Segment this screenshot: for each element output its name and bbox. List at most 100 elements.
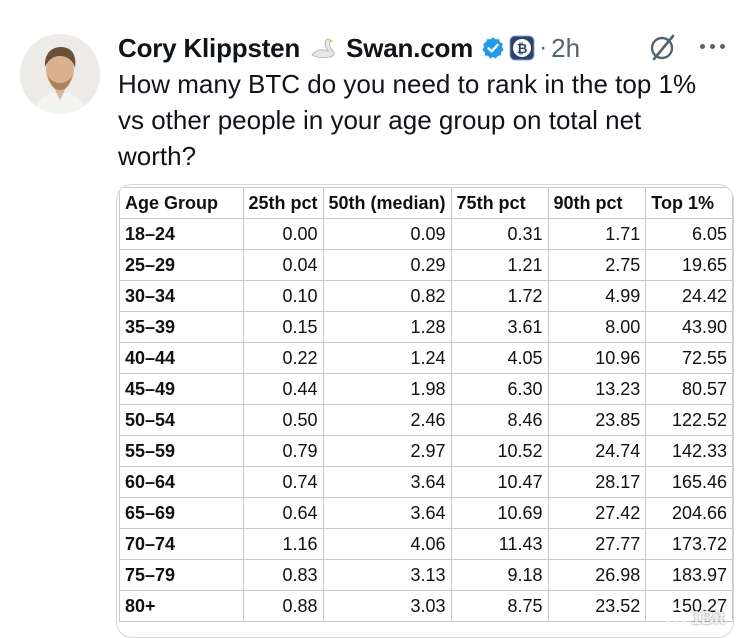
value-cell: 1.24 xyxy=(322,342,452,374)
value-cell: 11.43 xyxy=(450,528,549,560)
column-header: 25th pct xyxy=(242,187,324,219)
value-cell: 0.83 xyxy=(242,559,324,591)
value-cell: 0.50 xyxy=(242,404,324,436)
value-cell: 0.64 xyxy=(242,497,324,529)
column-header: 75th pct xyxy=(450,187,549,219)
value-cell: 3.61 xyxy=(450,311,549,343)
value-cell: 10.96 xyxy=(547,342,647,374)
age-group-cell: 45–49 xyxy=(119,373,244,405)
value-cell: 72.55 xyxy=(645,342,733,374)
value-cell: 4.05 xyxy=(450,342,549,374)
value-cell: 0.29 xyxy=(322,249,452,281)
table-row: 35–39 0.15 1.28 3.61 8.00 43.90 xyxy=(119,311,733,343)
avatar[interactable] xyxy=(20,34,100,114)
value-cell: 0.79 xyxy=(242,435,324,467)
value-cell: 183.97 xyxy=(645,559,733,591)
value-cell: 26.98 xyxy=(547,559,647,591)
watermark-logo-icon xyxy=(665,608,686,628)
value-cell: 6.05 xyxy=(645,218,733,250)
value-cell: 0.04 xyxy=(242,249,324,281)
value-cell: 9.18 xyxy=(450,559,549,591)
value-cell: 0.10 xyxy=(242,280,324,312)
value-cell: 204.66 xyxy=(645,497,733,529)
verified-badge-icon xyxy=(481,36,505,60)
table-row: 30–34 0.10 0.82 1.72 4.99 24.42 xyxy=(119,280,733,312)
value-cell: 27.42 xyxy=(547,497,647,529)
watermark: 1Bit xyxy=(665,607,725,629)
value-cell: 0.44 xyxy=(242,373,324,405)
tweet-media-image[interactable]: Age Group 25th pct 50th (median) 75th pct 90… xyxy=(116,184,734,638)
age-group-cell: 65–69 xyxy=(119,497,244,529)
value-cell: 0.15 xyxy=(242,311,324,343)
value-cell: 24.42 xyxy=(645,280,733,312)
age-group-cell: 18–24 xyxy=(119,218,244,250)
age-group-cell: 30–34 xyxy=(119,280,244,312)
value-cell: 0.00 xyxy=(242,218,324,250)
value-cell: 2.97 xyxy=(322,435,452,467)
age-group-cell: 55–59 xyxy=(119,435,244,467)
value-cell: 23.85 xyxy=(547,404,647,436)
value-cell: 1.21 xyxy=(450,249,549,281)
table-row: 65–69 0.64 3.64 10.69 27.42 204.66 xyxy=(119,497,733,529)
age-group-cell: 70–74 xyxy=(119,528,244,560)
value-cell: 0.74 xyxy=(242,466,324,498)
value-cell: 122.52 xyxy=(645,404,733,436)
avatar-photo xyxy=(20,34,100,114)
column-header: 50th (median) xyxy=(322,187,452,219)
value-cell: 24.74 xyxy=(547,435,647,467)
age-group-cell: 80+ xyxy=(119,590,244,622)
age-group-cell: 40–44 xyxy=(119,342,244,374)
value-cell: 0.09 xyxy=(322,218,452,250)
author-name[interactable]: Cory Klippsten xyxy=(118,32,301,63)
value-cell: 27.77 xyxy=(547,528,647,560)
age-group-cell: 25–29 xyxy=(119,249,244,281)
table-row: 75–79 0.83 3.13 9.18 26.98 183.97 xyxy=(119,559,733,591)
value-cell: 3.13 xyxy=(322,559,452,591)
value-cell: 1.72 xyxy=(450,280,549,312)
author-affiliation[interactable]: Swan.com xyxy=(346,32,474,63)
value-cell: 3.64 xyxy=(322,466,452,498)
table-row: 60–64 0.74 3.64 10.47 28.17 165.46 xyxy=(119,466,733,498)
column-header: Top 1% xyxy=(645,187,733,219)
value-cell: 10.69 xyxy=(450,497,549,529)
value-cell: 8.00 xyxy=(547,311,647,343)
column-header: Age Group xyxy=(119,187,244,219)
more-options-icon[interactable] xyxy=(700,44,725,49)
tweet-text: How many BTC do you need to rank in the … xyxy=(118,69,697,171)
value-cell: 43.90 xyxy=(645,311,733,343)
value-cell: 10.47 xyxy=(450,466,549,498)
swan-icon xyxy=(308,37,338,59)
value-cell: 3.64 xyxy=(322,497,452,529)
age-group-cell: 60–64 xyxy=(119,466,244,498)
value-cell: 19.65 xyxy=(645,249,733,281)
separator-dot: · xyxy=(539,34,548,61)
table-row: 45–49 0.44 1.98 6.30 13.23 80.57 xyxy=(119,373,733,405)
table-row: 25–29 0.04 0.29 1.21 2.75 19.65 xyxy=(119,249,733,281)
table-row: 70–74 1.16 4.06 11.43 27.77 173.72 xyxy=(119,528,733,560)
value-cell: 142.33 xyxy=(645,435,733,467)
value-cell: 2.75 xyxy=(547,249,647,281)
grok-icon[interactable] xyxy=(648,32,678,67)
value-cell: 8.75 xyxy=(450,590,549,622)
value-cell: 0.31 xyxy=(450,218,549,250)
column-header: 90th pct xyxy=(547,187,647,219)
value-cell: 13.23 xyxy=(547,373,647,405)
table-row: 18–24 0.00 0.09 0.31 1.71 6.05 xyxy=(119,218,733,250)
value-cell: 10.52 xyxy=(450,435,549,467)
value-cell: 1.98 xyxy=(322,373,452,405)
btc-net-worth-table: Age Group 25th pct 50th (median) 75th pct 90… xyxy=(119,187,733,622)
value-cell: 173.72 xyxy=(645,528,733,560)
value-cell: 150.27 xyxy=(645,590,733,622)
value-cell: 3.03 xyxy=(322,590,452,622)
table-body: 18–24 0.00 0.09 0.31 1.71 6.05 25–29 0.04 0.29 1.… xyxy=(119,218,733,622)
value-cell: 2.46 xyxy=(322,404,452,436)
age-group-cell: 50–54 xyxy=(119,404,244,436)
bitcoin-badge-icon[interactable]: ₿ xyxy=(509,35,535,61)
value-cell: 8.46 xyxy=(450,404,549,436)
table-row: 55–59 0.79 2.97 10.52 24.74 142.33 xyxy=(119,435,733,467)
tweet-header: Cory Klippsten Swan.com ₿ · 2h xyxy=(118,28,580,68)
value-cell: 4.99 xyxy=(547,280,647,312)
tweet-timestamp[interactable]: 2h xyxy=(551,32,581,63)
value-cell: 4.06 xyxy=(322,528,452,560)
